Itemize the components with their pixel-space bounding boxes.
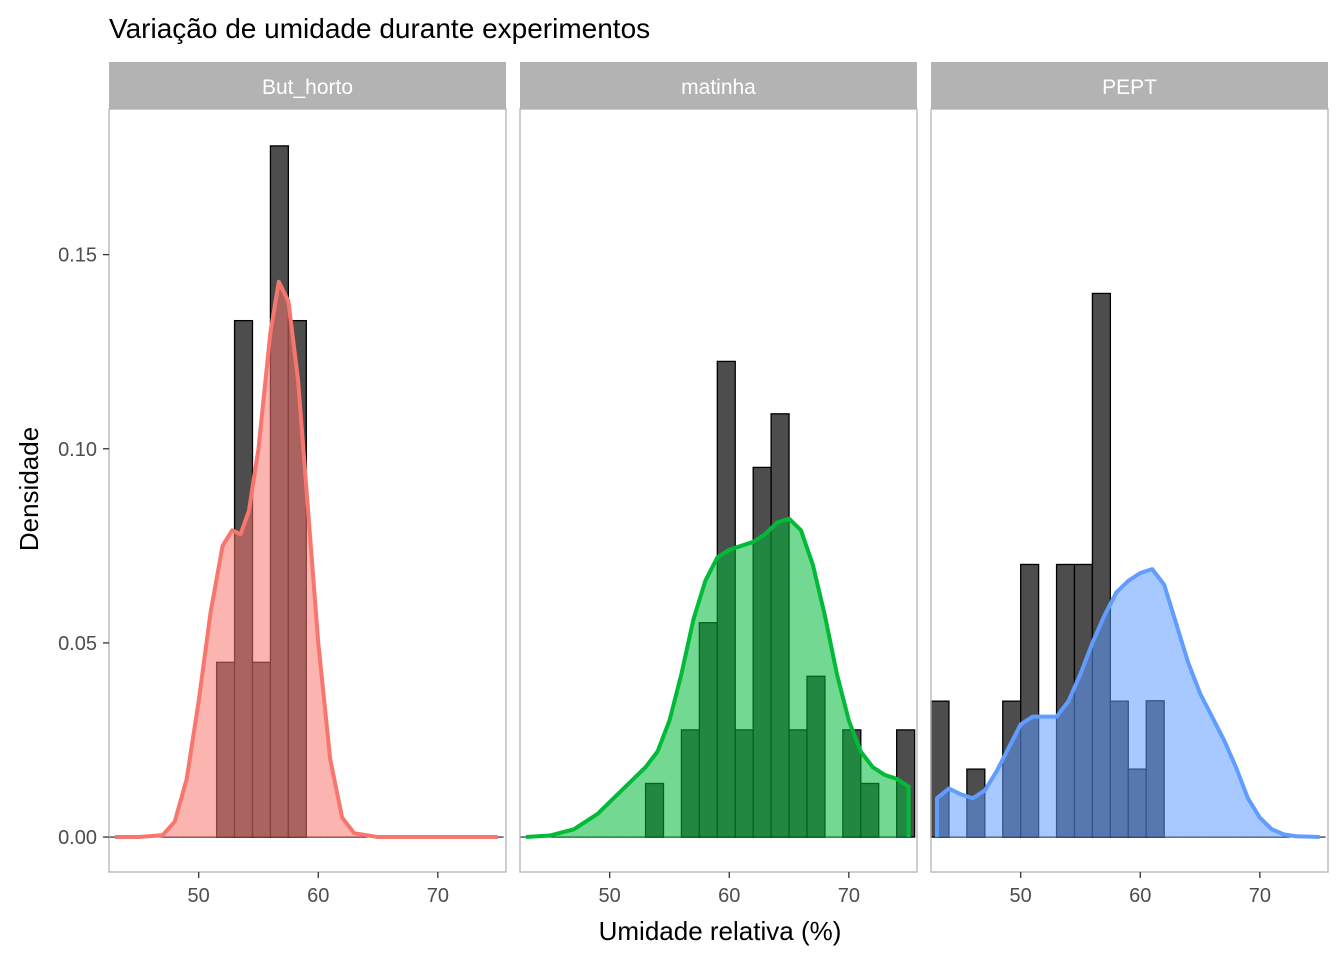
density-line xyxy=(934,567,1320,840)
facet-panels: But_horto 50 60 70 matinha 50 60 70 PEPT 50 60 70 xyxy=(108,62,1329,907)
density-line xyxy=(525,516,911,840)
y-tick-label: 0.15 xyxy=(58,245,97,267)
x-tick-label: 60 xyxy=(718,885,740,907)
facet-panel-1: matinha 50 60 70 xyxy=(519,62,918,907)
facet-strip-label: But_horto xyxy=(262,76,353,99)
facet-strip xyxy=(520,62,917,109)
facet-panel-2: PEPT 50 60 70 xyxy=(930,62,1329,907)
density-area xyxy=(114,281,498,838)
y-axis: 0.00 0.05 0.10 0.15 xyxy=(58,245,109,849)
x-tick-label: 70 xyxy=(838,885,860,907)
x-tick-label: 50 xyxy=(1010,885,1032,907)
x-tick-label: 50 xyxy=(188,885,210,907)
panel-border xyxy=(519,108,918,873)
chart-title: Variação de umidade durante experimentos xyxy=(109,13,650,44)
y-tick-label: 0.00 xyxy=(58,827,97,849)
panel-border xyxy=(108,108,507,873)
x-tick-label: 50 xyxy=(599,885,621,907)
x-tick-label: 70 xyxy=(427,885,449,907)
facet-panel-0: But_horto 50 60 70 xyxy=(108,62,507,907)
panel-border xyxy=(930,108,1329,873)
facet-strip xyxy=(109,62,506,109)
density-area xyxy=(525,518,909,838)
x-tick-label: 60 xyxy=(307,885,329,907)
facet-strip-label: PEPT xyxy=(1102,76,1157,99)
x-tick-label: 60 xyxy=(1129,885,1151,907)
y-axis-title: Densidade xyxy=(14,427,44,551)
x-tick-label: 70 xyxy=(1249,885,1271,907)
x-axis-title: Umidade relativa (%) xyxy=(599,916,842,946)
density-line xyxy=(114,279,498,840)
y-tick-label: 0.05 xyxy=(58,633,97,655)
facet-strip-label: matinha xyxy=(681,76,756,99)
y-tick-label: 0.10 xyxy=(58,439,97,461)
facet-strip xyxy=(931,62,1328,109)
density-area xyxy=(936,569,1320,838)
